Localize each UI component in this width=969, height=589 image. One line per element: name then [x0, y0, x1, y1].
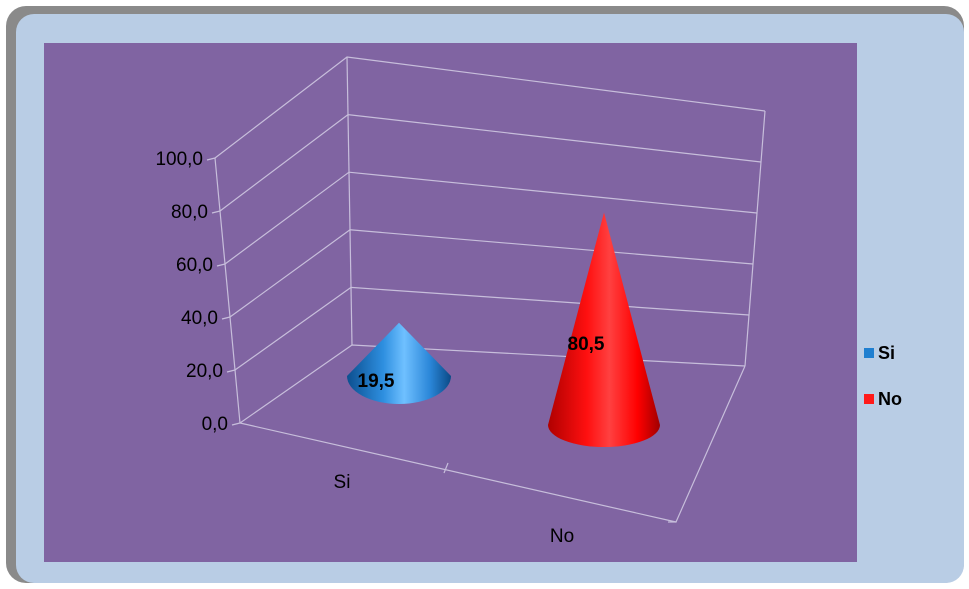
legend-swatch-no	[864, 394, 874, 404]
tick-mark	[221, 316, 231, 320]
gridline	[239, 344, 746, 424]
y-tick-label: 20,0	[186, 361, 223, 382]
cone-bar-si	[347, 322, 451, 404]
legend-item-si: Si	[864, 330, 902, 376]
tick-mark	[231, 422, 241, 426]
legend-item-no: No	[864, 376, 902, 422]
y-tick-label: 0,0	[202, 414, 228, 435]
x-tick-label: No	[550, 526, 574, 547]
back-edge	[744, 110, 766, 367]
cone-bar-no	[548, 212, 660, 447]
gridline	[234, 286, 750, 371]
y-tick-label: 60,0	[176, 255, 213, 276]
y-tick-label: 100,0	[155, 149, 203, 170]
gridline	[229, 229, 754, 318]
legend-label-no: No	[878, 388, 902, 409]
category-axis	[239, 365, 746, 523]
gridline	[214, 56, 766, 159]
gridline	[224, 171, 758, 265]
tick-mark	[443, 462, 449, 474]
legend-swatch-si	[864, 348, 874, 358]
value-axis	[214, 157, 241, 424]
tick-mark	[216, 263, 226, 267]
y-tick-label: 80,0	[171, 202, 208, 223]
data-label: 19,5	[358, 371, 395, 392]
tick-mark	[206, 157, 216, 161]
gridline	[219, 113, 762, 212]
y-tick-label: 40,0	[181, 308, 218, 329]
legend-label-si: Si	[878, 342, 896, 363]
legend: Si No	[864, 330, 902, 422]
data-label: 80,5	[568, 334, 605, 355]
tick-mark	[211, 210, 221, 214]
plot-area	[44, 43, 857, 562]
tick-mark	[226, 369, 236, 373]
x-tick-label: Si	[334, 472, 351, 493]
back-edge	[346, 56, 353, 346]
